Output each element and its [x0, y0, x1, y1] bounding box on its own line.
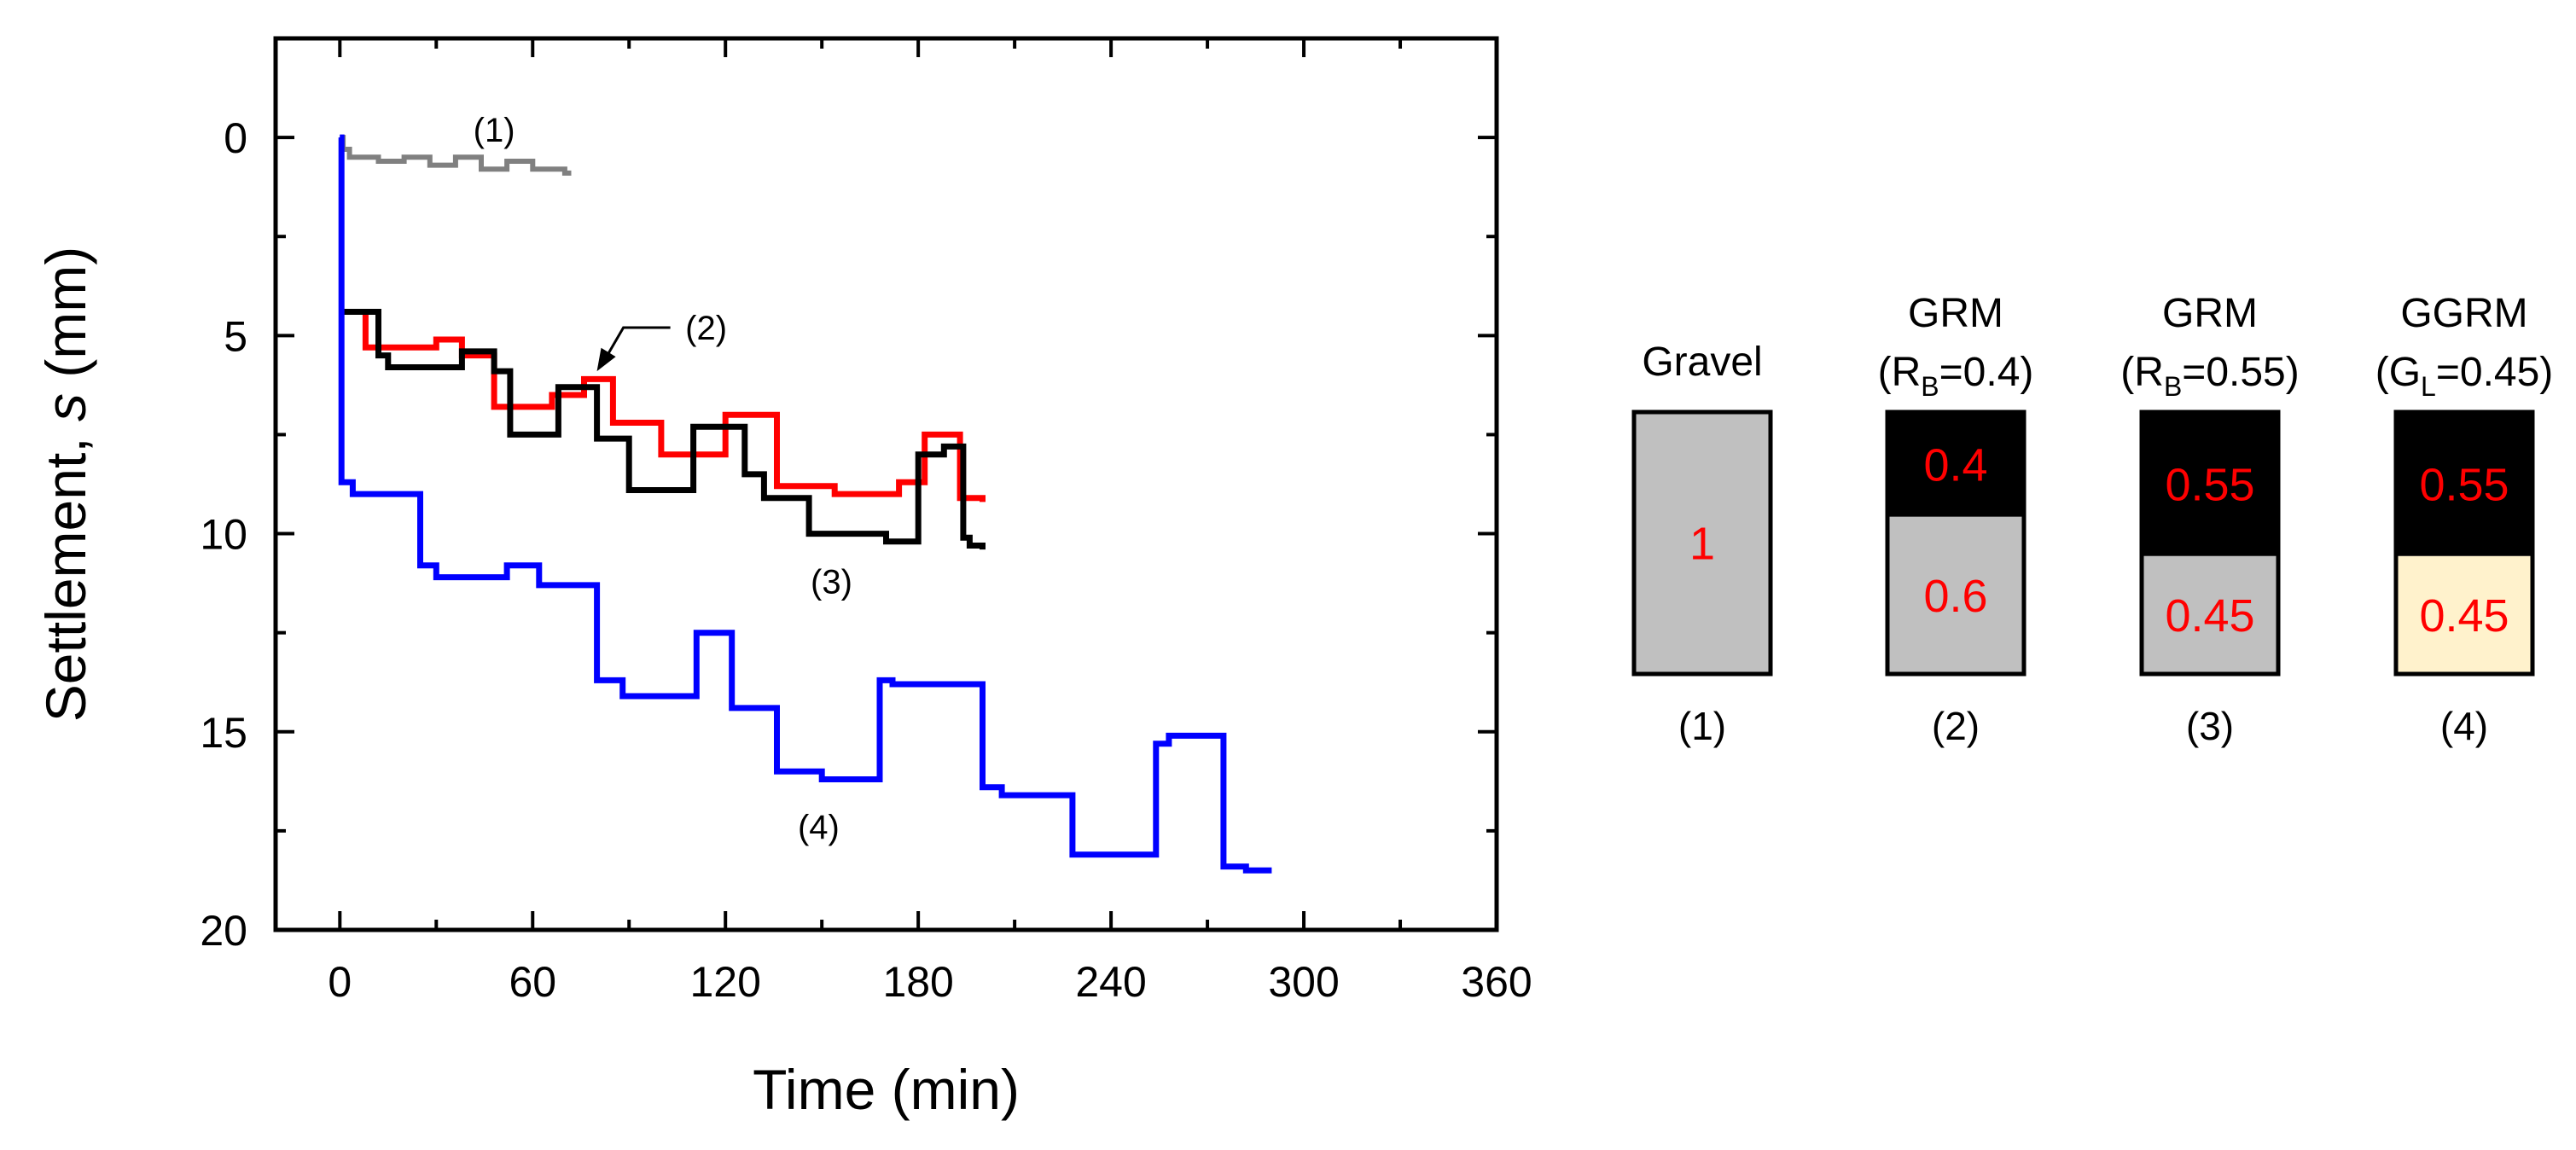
- subtitle-post: =0.45): [2436, 350, 2553, 395]
- layer-value: 1: [1689, 519, 1715, 570]
- y-tick-label: 0: [224, 114, 247, 162]
- column-layer: [2142, 412, 2278, 556]
- series-annotation-3: (3): [811, 563, 852, 601]
- x-tick-label: 120: [689, 958, 760, 1006]
- layer-value: 0.45: [2419, 590, 2509, 642]
- subtitle-subscript: L: [2421, 371, 2436, 402]
- subtitle-pre: (G: [2375, 350, 2421, 395]
- column-title: Gravel: [1642, 340, 1762, 385]
- column-outline: [2139, 409, 2281, 677]
- column-layer: [2396, 412, 2532, 556]
- column-label: (2): [1932, 704, 1980, 748]
- subtitle-pre: (R: [1878, 350, 1922, 395]
- series-annotation-1: (1): [474, 112, 515, 149]
- x-tick-label: 360: [1461, 958, 1532, 1006]
- subtitle-post: =0.4): [1939, 350, 2034, 395]
- subtitle-subscript: B: [2164, 371, 2182, 402]
- series-annotation-4: (4): [798, 809, 840, 846]
- y-tick-label: 15: [200, 709, 247, 757]
- layer-value: 0.45: [2165, 590, 2254, 642]
- y-axis-title-prefix: Settlement,: [34, 421, 97, 722]
- layer-value: 0.55: [2165, 459, 2254, 510]
- column-subtitle: (GL=0.45): [2375, 350, 2554, 402]
- schematic-column-3: GRM (RB=0.55) 0.55 0.45 (3): [2120, 291, 2299, 748]
- series-line-1: [340, 135, 572, 176]
- column-title: GRM: [2162, 291, 2258, 336]
- x-tick-label: 0: [328, 958, 352, 1006]
- column-layer: [1887, 412, 2024, 517]
- schematic-column-2: GRM (RB=0.4) 0.4 0.6 (2): [1878, 291, 2034, 748]
- series-line-3: [340, 309, 986, 550]
- column-layer: [2142, 555, 2278, 674]
- settlement-chart: 0 60 120 180 240 300 360 0 5 10 15 20 Time (min) Sett…: [34, 36, 1532, 1121]
- plot-frame: [273, 36, 1499, 932]
- x-axis-title: Time (min): [753, 1058, 1020, 1121]
- subtitle-post: =0.55): [2182, 350, 2299, 395]
- y-axis-title-symbol: s: [34, 393, 97, 421]
- layer-value: 0.4: [1923, 439, 1987, 491]
- column-layer: [1634, 412, 1771, 674]
- column-subtitle: (RB=0.55): [2120, 350, 2299, 402]
- column-subtitle: (RB=0.4): [1878, 350, 2034, 402]
- column-label: (4): [2440, 704, 2488, 748]
- column-label: (3): [2186, 704, 2234, 748]
- layer-value: 0.55: [2419, 459, 2509, 510]
- y-axis-title: Settlement, s (mm): [34, 247, 97, 722]
- column-schematic: Gravel1(1)GRM(RB=0.4)0.40.6(2)GRM(RB=0.5…: [1631, 291, 2554, 748]
- series-line-2: [340, 309, 986, 502]
- x-tick-label: 60: [509, 958, 556, 1006]
- y-tick-label: 20: [200, 907, 247, 955]
- schematic-column-1: Gravel 1 (1): [1631, 340, 1773, 748]
- x-tick-label: 300: [1268, 958, 1339, 1006]
- column-outline: [1631, 409, 1773, 677]
- column-title: GGRM: [2400, 291, 2527, 336]
- x-tick-label: 240: [1075, 958, 1146, 1006]
- x-tick-label: 180: [882, 958, 953, 1006]
- annotation-arrow-line: [601, 326, 671, 365]
- column-label: (1): [1678, 704, 1726, 748]
- annotation-arrow-head: [596, 347, 616, 372]
- y-axis-title-unit: (mm): [34, 247, 97, 393]
- column-title: GRM: [1908, 291, 2003, 336]
- column-outline: [2393, 409, 2535, 677]
- y-tick-label: 5: [224, 312, 247, 360]
- column-layer: [1887, 516, 2024, 674]
- series-line-4: [338, 134, 1272, 874]
- subtitle-pre: (R: [2120, 350, 2164, 395]
- schematic-column-4: GGRM (GL=0.45) 0.55 0.45 (4): [2375, 291, 2554, 748]
- series-annotation-2: (2): [685, 310, 727, 347]
- column-outline: [1885, 409, 2026, 677]
- y-tick-label: 10: [200, 511, 247, 559]
- subtitle-subscript: B: [1921, 371, 1939, 402]
- column-layer: [2396, 555, 2532, 674]
- layer-value: 0.6: [1923, 571, 1987, 622]
